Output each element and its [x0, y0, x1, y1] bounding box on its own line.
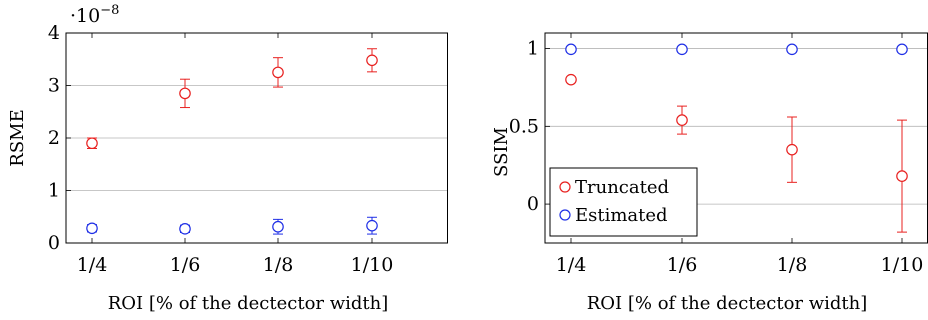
- rsme-multiplier: ·10−8: [70, 3, 119, 27]
- rsme-frame: [65, 32, 448, 244]
- rsme-xtick-label: 1/8: [263, 254, 294, 276]
- rsme-point: [366, 54, 378, 67]
- rsme-ytick-label: 2: [48, 127, 60, 149]
- ssim-point: [565, 43, 577, 56]
- ssim-point: [786, 143, 798, 156]
- legend-marker-estimated: [559, 209, 571, 221]
- rsme-grid: [66, 32, 448, 244]
- ssim-point: [565, 73, 577, 86]
- rsme-ytick-label: 0: [48, 232, 60, 254]
- ssim-point: [676, 114, 688, 126]
- rsme-point: [272, 220, 284, 233]
- rsme-ytick-label: 1: [48, 180, 60, 202]
- rsme-marks: [86, 48, 378, 235]
- ssim-ticks: 0 0.5 1 1/4 1/6 1/8 1/10: [509, 33, 924, 276]
- rsme-ticks: 0 1 2 3 4 1/4 1/6 1/8 1/10: [48, 22, 393, 276]
- rsme-xtick-label: 1/10: [351, 254, 394, 276]
- rsme-point: [272, 66, 284, 79]
- rsme-ylabel: RSME: [7, 109, 28, 166]
- ssim-point: [896, 170, 908, 182]
- ssim-xtick-label: 1/4: [556, 254, 587, 276]
- rsme-point: [179, 223, 191, 235]
- ssim-ylabel: SSIM: [491, 127, 512, 177]
- legend-marker-truncated: [559, 181, 571, 193]
- ssim-ytick-label: 0: [527, 193, 539, 215]
- rsme-point: [366, 219, 378, 232]
- legend-label-truncated: Truncated: [575, 177, 669, 198]
- ssim-ytick-label: 0.5: [509, 115, 539, 137]
- rsme-xtick-label: 1/6: [170, 254, 201, 276]
- rsme-point: [179, 87, 191, 100]
- rsme-chart: 0 1 2 3 4 1/4 1/6 1/8 1/10 ·10−8 RSME ROI [% of …: [7, 3, 448, 314]
- ssim-point: [786, 43, 798, 56]
- legend-label-estimated: Estimated: [575, 205, 668, 226]
- rsme-xlabel: ROI [% of the dectector width]: [108, 293, 389, 314]
- ssim-chart: 0 0.5 1 1/4 1/6 1/8 1/10 SSIM ROI [% of the de…: [491, 32, 928, 314]
- rsme-ytick-label: 4: [48, 22, 60, 44]
- rsme-ytick-label: 3: [48, 75, 60, 97]
- ssim-xtick-label: 1/8: [777, 254, 808, 276]
- legend: Truncated Estimated: [549, 167, 698, 237]
- ssim-xtick-label: 1/6: [667, 254, 698, 276]
- rsme-point: [86, 222, 98, 235]
- ssim-xtick-label: 1/10: [881, 254, 924, 276]
- ssim-point: [676, 43, 688, 56]
- rsme-point: [86, 137, 98, 150]
- legend-box: [549, 167, 698, 237]
- ssim-point: [896, 43, 908, 56]
- ssim-xlabel: ROI [% of the dectector width]: [587, 293, 868, 314]
- ssim-ytick-label: 1: [527, 38, 539, 60]
- rsme-xtick-label: 1/4: [77, 254, 108, 276]
- ssim-marks: [565, 43, 908, 233]
